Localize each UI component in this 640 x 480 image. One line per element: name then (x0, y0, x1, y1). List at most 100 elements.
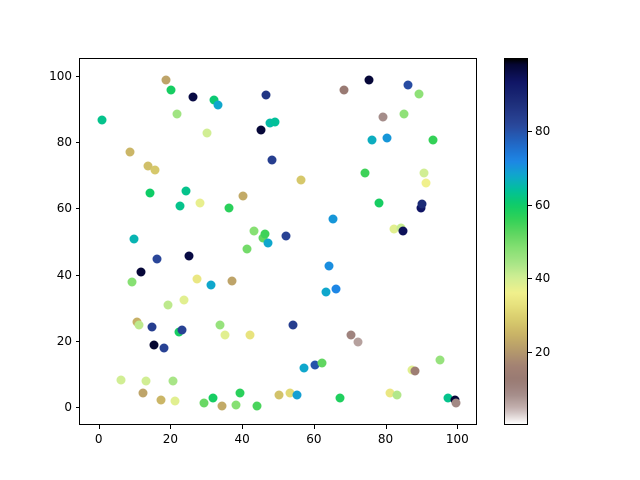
scatter-point (195, 198, 205, 208)
scatter-point (159, 343, 169, 353)
scatter-point (163, 300, 173, 310)
scatter-point (177, 325, 187, 335)
scatter-point (335, 393, 345, 403)
colorbar-tick-mark (528, 278, 532, 280)
colorbar (504, 58, 528, 425)
scatter-point (138, 388, 148, 398)
scatter-point (374, 198, 384, 208)
scatter-point (339, 85, 349, 95)
colorbar-tick-mark (528, 131, 532, 133)
scatter-point (421, 178, 431, 188)
scatter-point (224, 203, 234, 213)
scatter-point (116, 375, 126, 385)
scatter-plot-axes (79, 58, 477, 425)
scatter-point (389, 224, 399, 234)
scatter-point (270, 117, 280, 127)
scatter-point (149, 340, 158, 350)
scatter-point (382, 133, 392, 143)
scatter-point (209, 95, 219, 105)
scatter-point (227, 276, 237, 286)
scatter-point (274, 390, 284, 400)
scatter-point (125, 147, 135, 157)
x-tick-mark (313, 425, 315, 429)
scatter-point (97, 115, 106, 125)
scatter-point (261, 90, 271, 100)
scatter-point (451, 398, 461, 408)
y-tick-label: 80 (56, 135, 72, 150)
scatter-point (188, 92, 198, 102)
x-tick-mark (242, 425, 244, 429)
scatter-point (353, 337, 363, 347)
scatter-point (215, 320, 225, 330)
scatter-point (260, 229, 270, 239)
scatter-point (385, 388, 395, 398)
y-tick-mark (75, 274, 79, 276)
scatter-point (410, 366, 420, 376)
scatter-point (398, 226, 408, 236)
scatter-point (256, 125, 266, 135)
scatter-point (127, 277, 137, 287)
scatter-point (184, 251, 194, 261)
scatter-point (206, 280, 216, 290)
scatter-point (134, 320, 144, 330)
scatter-point (299, 363, 309, 373)
y-tick-mark (75, 340, 79, 342)
scatter-point (310, 360, 320, 370)
scatter-point (296, 175, 305, 185)
scatter-point (346, 330, 356, 340)
scatter-point (179, 295, 189, 305)
x-tick-mark (385, 425, 387, 429)
scatter-point (141, 376, 151, 386)
y-tick-label: 60 (56, 201, 72, 216)
y-tick-mark (75, 208, 79, 210)
x-tick-label: 20 (162, 432, 179, 446)
scatter-point (263, 238, 273, 247)
x-tick-mark (457, 425, 459, 429)
scatter-point (414, 89, 424, 99)
x-tick-label: 80 (377, 432, 394, 446)
scatter-point (175, 201, 185, 211)
scatter-point (292, 390, 302, 400)
scatter-point (403, 80, 413, 90)
scatter-point (249, 226, 259, 236)
scatter-point (378, 112, 388, 122)
scatter-point (145, 188, 155, 198)
y-tick-label: 20 (56, 333, 72, 348)
y-tick-mark (75, 76, 79, 78)
x-tick-label: 40 (234, 432, 250, 446)
scatter-point (202, 128, 212, 138)
scatter-point (281, 231, 291, 241)
scatter-point (166, 85, 176, 95)
scatter-point (242, 244, 252, 254)
scatter-point (417, 199, 427, 209)
scatter-point (150, 165, 160, 175)
scatter-point (245, 330, 255, 340)
scatter-point (156, 395, 166, 405)
colorbar-tick-label: 20 (535, 344, 551, 359)
scatter-point (364, 75, 374, 85)
scatter-point (419, 168, 429, 178)
scatter-point (252, 401, 262, 411)
colorbar-gradient (505, 59, 527, 424)
scatter-points-layer (80, 59, 476, 424)
scatter-point (443, 393, 453, 403)
x-tick-mark (170, 425, 172, 429)
scatter-point (192, 274, 202, 284)
scatter-point (324, 261, 334, 271)
scatter-point (285, 388, 295, 398)
scatter-point (147, 322, 157, 332)
scatter-point (181, 186, 191, 196)
scatter-point (331, 284, 341, 294)
scatter-point (435, 355, 445, 365)
scatter-point (170, 396, 180, 406)
scatter-point (360, 168, 370, 178)
scatter-point (265, 118, 275, 128)
scatter-point (392, 390, 402, 400)
x-tick-mark (98, 425, 100, 429)
scatter-point (168, 376, 178, 386)
colorbar-tick-mark (528, 351, 532, 353)
scatter-point (428, 135, 438, 145)
scatter-point (136, 267, 146, 277)
scatter-point (399, 109, 409, 119)
